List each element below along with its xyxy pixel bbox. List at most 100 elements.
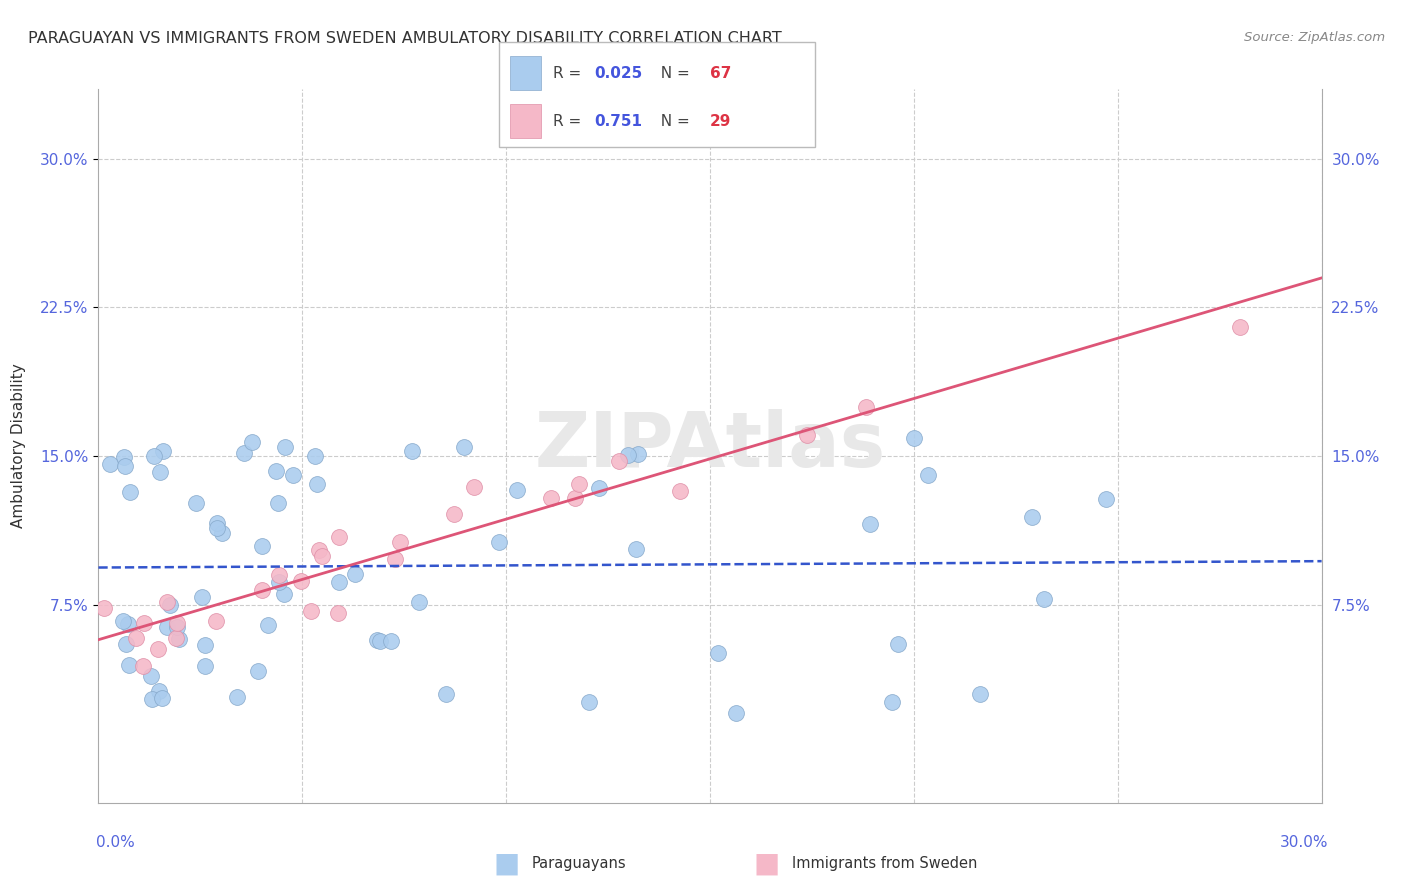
Text: Paraguayans: Paraguayans: [531, 856, 626, 871]
Point: [269, 574, 291, 589]
Point: [115, 637, 138, 651]
Point: [308, 542, 330, 557]
Point: [588, 481, 610, 495]
Point: [1094, 492, 1116, 507]
Point: [194, 638, 217, 652]
Point: [156, 620, 179, 634]
Point: [366, 633, 388, 648]
Point: [141, 691, 163, 706]
Point: [148, 683, 170, 698]
Point: [434, 687, 457, 701]
Point: [211, 526, 233, 541]
Point: [326, 606, 349, 620]
Point: [304, 449, 326, 463]
Text: ZIPAtlas: ZIPAtlas: [534, 409, 886, 483]
Text: 0.751: 0.751: [595, 114, 643, 128]
Point: [389, 535, 412, 549]
Text: 30.0%: 30.0%: [1281, 836, 1329, 850]
Point: [232, 446, 254, 460]
Point: [124, 632, 146, 646]
Point: [152, 443, 174, 458]
Point: [267, 568, 290, 582]
Point: [194, 659, 217, 673]
Point: [184, 496, 207, 510]
Point: [1033, 591, 1056, 606]
Point: [1021, 510, 1043, 524]
Text: PARAGUAYAN VS IMMIGRANTS FROM SWEDEN AMBULATORY DISABILITY CORRELATION CHART: PARAGUAYAN VS IMMIGRANTS FROM SWEDEN AMB…: [28, 31, 782, 46]
Point: [624, 542, 647, 557]
Point: [257, 617, 280, 632]
Point: [453, 440, 475, 454]
Text: R =: R =: [553, 114, 586, 128]
Point: [205, 614, 228, 628]
Point: [384, 551, 406, 566]
Point: [98, 457, 121, 471]
Point: [141, 669, 163, 683]
Point: [299, 604, 322, 618]
Point: [707, 646, 730, 660]
Point: [142, 449, 165, 463]
Point: [578, 695, 600, 709]
Point: [226, 690, 249, 704]
Point: [401, 444, 423, 458]
Text: ■: ■: [494, 849, 519, 878]
Point: [93, 600, 115, 615]
Point: [882, 695, 904, 709]
Point: [246, 664, 269, 678]
Point: [132, 658, 155, 673]
Point: [166, 620, 188, 634]
Point: [266, 496, 288, 510]
Point: [311, 549, 333, 564]
Point: [240, 435, 263, 450]
Point: [166, 616, 188, 631]
Point: [167, 632, 190, 646]
Point: [283, 467, 305, 482]
Point: [273, 587, 295, 601]
Point: [117, 617, 139, 632]
Point: [148, 641, 170, 656]
Point: [274, 440, 297, 454]
Point: [855, 400, 877, 414]
Point: [443, 507, 465, 521]
Point: [859, 517, 882, 532]
Y-axis label: Ambulatory Disability: Ambulatory Disability: [11, 364, 27, 528]
Point: [165, 631, 187, 645]
Text: Immigrants from Sweden: Immigrants from Sweden: [792, 856, 977, 871]
Point: [152, 690, 174, 705]
Text: R =: R =: [553, 66, 586, 80]
Point: [149, 465, 172, 479]
Text: 0.025: 0.025: [595, 66, 643, 80]
Text: N =: N =: [651, 66, 695, 80]
Point: [117, 658, 139, 673]
Point: [344, 566, 367, 581]
Point: [132, 615, 155, 630]
Text: N =: N =: [651, 114, 695, 128]
Point: [191, 591, 214, 605]
Text: 67: 67: [710, 66, 731, 80]
Point: [114, 459, 136, 474]
Point: [617, 448, 640, 462]
Point: [156, 595, 179, 609]
Point: [250, 582, 273, 597]
Point: [917, 468, 939, 483]
Point: [305, 476, 328, 491]
Point: [969, 687, 991, 701]
Point: [368, 634, 391, 648]
Point: [328, 531, 350, 545]
Text: Source: ZipAtlas.com: Source: ZipAtlas.com: [1244, 31, 1385, 45]
Point: [290, 574, 312, 588]
Point: [380, 633, 402, 648]
Point: [607, 454, 630, 468]
Point: [264, 464, 287, 478]
Point: [112, 615, 135, 629]
Point: [118, 484, 141, 499]
Point: [159, 598, 181, 612]
Point: [328, 575, 350, 590]
Point: [568, 477, 591, 491]
Point: [252, 540, 274, 554]
Point: [886, 637, 908, 651]
Point: [463, 480, 485, 494]
Point: [207, 521, 229, 535]
Point: [796, 428, 818, 442]
Point: [903, 431, 925, 445]
